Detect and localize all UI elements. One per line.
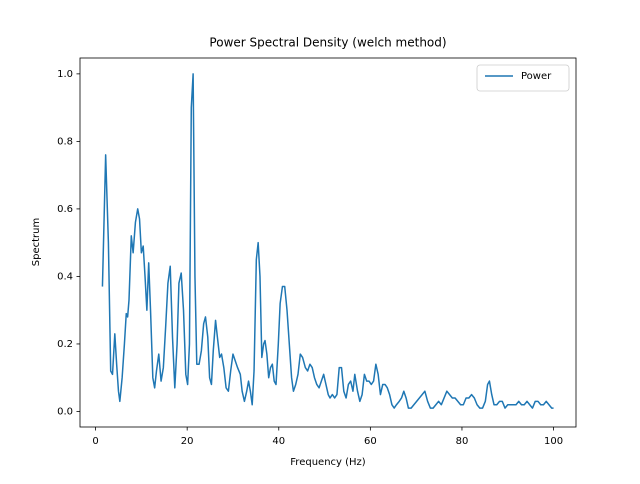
y-tick-label: 0.4 xyxy=(57,271,73,282)
legend: Power xyxy=(476,64,570,92)
y-tick-label: 0.6 xyxy=(57,204,73,215)
series-line xyxy=(101,73,554,409)
axes-frame xyxy=(79,57,577,428)
plot-area xyxy=(101,73,554,409)
legend-label: Power xyxy=(521,71,552,82)
x-tick-label: 0 xyxy=(92,436,98,447)
x-tick-label: 20 xyxy=(181,436,194,447)
x-tick-label: 60 xyxy=(364,436,377,447)
chart-title: Power Spectral Density (welch method) xyxy=(209,36,446,50)
y-tick-label: 0.8 xyxy=(57,136,73,147)
y-tick-label: 1.0 xyxy=(57,69,73,80)
y-axis-label: Spectrum xyxy=(31,218,42,266)
legend-box xyxy=(476,64,570,92)
x-tick-label: 40 xyxy=(272,436,285,447)
x-tick-label: 100 xyxy=(544,436,563,447)
y-tick-label: 0.0 xyxy=(57,406,73,417)
x-axis-label: Frequency (Hz) xyxy=(290,457,366,468)
y-tick-label: 0.2 xyxy=(57,339,73,350)
x-tick-label: 80 xyxy=(456,436,469,447)
